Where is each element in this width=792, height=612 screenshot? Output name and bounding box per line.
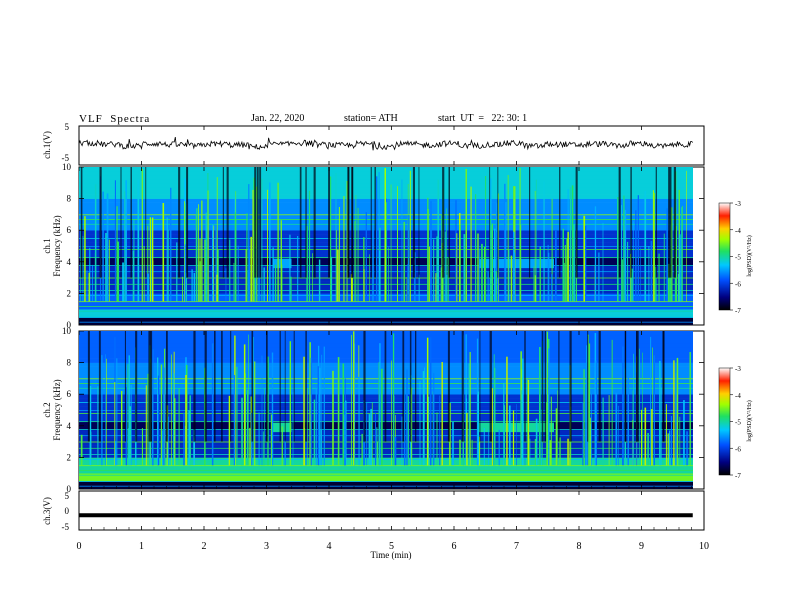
- ch2-y-tick-label: 6: [67, 389, 72, 399]
- chart-title: VLF Spectra: [79, 113, 151, 125]
- ch1-y-tick-label: 6: [67, 225, 72, 235]
- ch1-colorbar-tick-label: -5: [735, 254, 741, 262]
- x-tick-label: 3: [264, 541, 269, 552]
- station-label: station= ATH: [344, 113, 398, 124]
- ch3-voltage-y-axis-title: ch.3(V): [42, 497, 52, 525]
- x-tick-label: 0: [77, 541, 82, 552]
- ch2-colorbar-tick-label: -5: [735, 419, 741, 427]
- ch2-colorbar-tick-label: -3: [735, 365, 741, 373]
- ch1-y-tick-label: 0: [67, 320, 72, 330]
- ch2-y-axis-title: ch.2Frequency (kHz): [42, 379, 62, 440]
- ch1-colorbar-tick-label: -7: [735, 307, 741, 315]
- x-tick-label: 9: [639, 541, 644, 552]
- ch2-y-tick-label: 4: [67, 421, 72, 431]
- ch2-spectrogram: [79, 331, 693, 489]
- ch3-y-tick-label: 0: [65, 506, 70, 516]
- ch1-y-tick-label: 8: [67, 194, 72, 204]
- ch2-y-tick-label: 0: [67, 484, 72, 494]
- ch1-y-tick-label: 4: [67, 257, 72, 267]
- x-tick-label: 10: [699, 541, 709, 552]
- date-label: Jan. 22, 2020: [251, 113, 305, 124]
- x-tick-label: 1: [139, 541, 144, 552]
- ch2-y-tick-label: 8: [67, 358, 72, 368]
- ch1-y-tick-label: -5: [62, 153, 70, 163]
- x-tick-label: 4: [327, 541, 332, 552]
- x-tick-label: 8: [577, 541, 582, 552]
- start-time-label: start UT = 22: 30: 1: [438, 113, 528, 124]
- ch2-y-tick-label: 10: [62, 326, 72, 336]
- ch3-y-tick-label: -5: [62, 522, 70, 532]
- ch1-y-axis-title: ch.1Frequency (kHz): [42, 215, 62, 276]
- ch1-colorbar-tick-label: -6: [735, 280, 741, 288]
- ch1-colorbar: [718, 202, 731, 311]
- ch1-voltage-y-axis-title: ch.1(V): [42, 131, 52, 159]
- ch1-colorbar-tick-label: -4: [735, 227, 741, 235]
- ch1-voltage-trace: [78, 137, 694, 151]
- x-tick-label: 2: [202, 541, 207, 552]
- ch2-colorbar: [718, 367, 731, 476]
- ch1-y-tick-label: 10: [62, 162, 72, 172]
- ch2-colorbar-tick-label: -6: [735, 445, 741, 453]
- x-tick-label: 6: [452, 541, 457, 552]
- ch2-y-tick-label: 2: [67, 452, 72, 462]
- x-tick-label: 5: [389, 541, 394, 552]
- ch1-y-tick-label: 5: [65, 122, 70, 132]
- ch3-voltage-frame: [78, 490, 705, 531]
- x-axis-title: Time (min): [371, 550, 412, 560]
- ch1-trace-line: [78, 137, 694, 151]
- ch1-colorbar-tick-label: -3: [735, 200, 741, 208]
- ch1-y-tick-label: 2: [67, 288, 72, 298]
- ch3-y-tick-label: 5: [65, 491, 70, 501]
- ch2-colorbar-tick-label: -7: [735, 472, 741, 480]
- ch2-colorbar-tick-label: -4: [735, 392, 741, 400]
- ch2-colorbar-title: log(PSD)(V²/Hz): [746, 400, 753, 441]
- x-tick-label: 7: [514, 541, 519, 552]
- ch1-spectrogram: [79, 167, 693, 325]
- ch1-colorbar-title: log(PSD)(V²/Hz): [746, 235, 753, 276]
